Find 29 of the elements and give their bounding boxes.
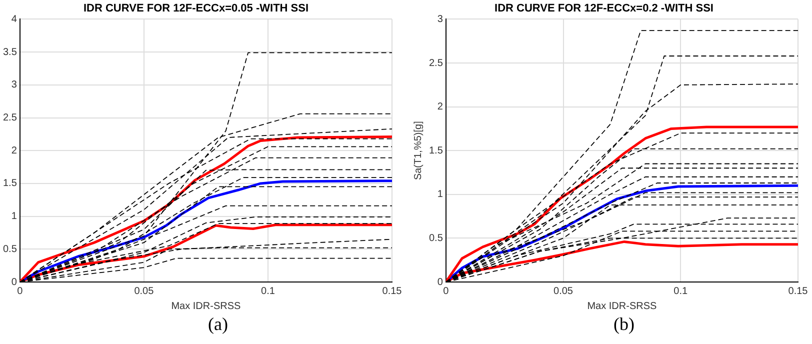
x-axis-title: Max IDR-SRSS	[587, 300, 658, 312]
y-tick-label: 0	[11, 276, 18, 288]
y-axis-title: Sa(T1,%5)[g]	[412, 120, 424, 180]
text: (a)	[207, 313, 229, 336]
y-tick-label: 1	[11, 211, 18, 222]
y-tick-label: 2.5	[428, 58, 444, 69]
y-tick-label: 3	[11, 80, 18, 91]
y-tick-label: 0	[437, 276, 444, 288]
text: (b)	[612, 313, 636, 336]
y-tick-label: 2	[11, 145, 18, 156]
y-tick-label: 3	[437, 14, 444, 25]
x-axis-title: Max IDR-SRSS	[171, 300, 242, 312]
y-tick-label: 2	[437, 102, 444, 113]
x-tick-label: 0.05	[134, 286, 154, 297]
y-tick-label: 0.5	[2, 244, 18, 255]
chart-title: IDR CURVE FOR 12F-ECCx=0.2 -WITH SSI	[494, 2, 714, 15]
x-tick-label: 0.15	[382, 286, 402, 297]
x-tick-label: 0.15	[788, 286, 808, 297]
y-tick-label: 1.5	[428, 145, 444, 156]
x-tick-label: 0.1	[674, 286, 688, 297]
x-tick-label: 0.1	[261, 286, 276, 297]
y-tick-label: 4	[11, 14, 18, 25]
y-tick-label: 1	[437, 189, 444, 200]
y-tick-label: 1.5	[2, 178, 18, 190]
y-tick-label: 2.5	[2, 112, 18, 124]
y-tick-label: 3.5	[2, 46, 18, 58]
x-tick-label: 0.05	[554, 286, 574, 297]
chart-title: IDR CURVE FOR 12F-ECCx=0.05 -WITH SSI	[83, 2, 309, 15]
y-tick-label: 0.5	[428, 232, 444, 244]
